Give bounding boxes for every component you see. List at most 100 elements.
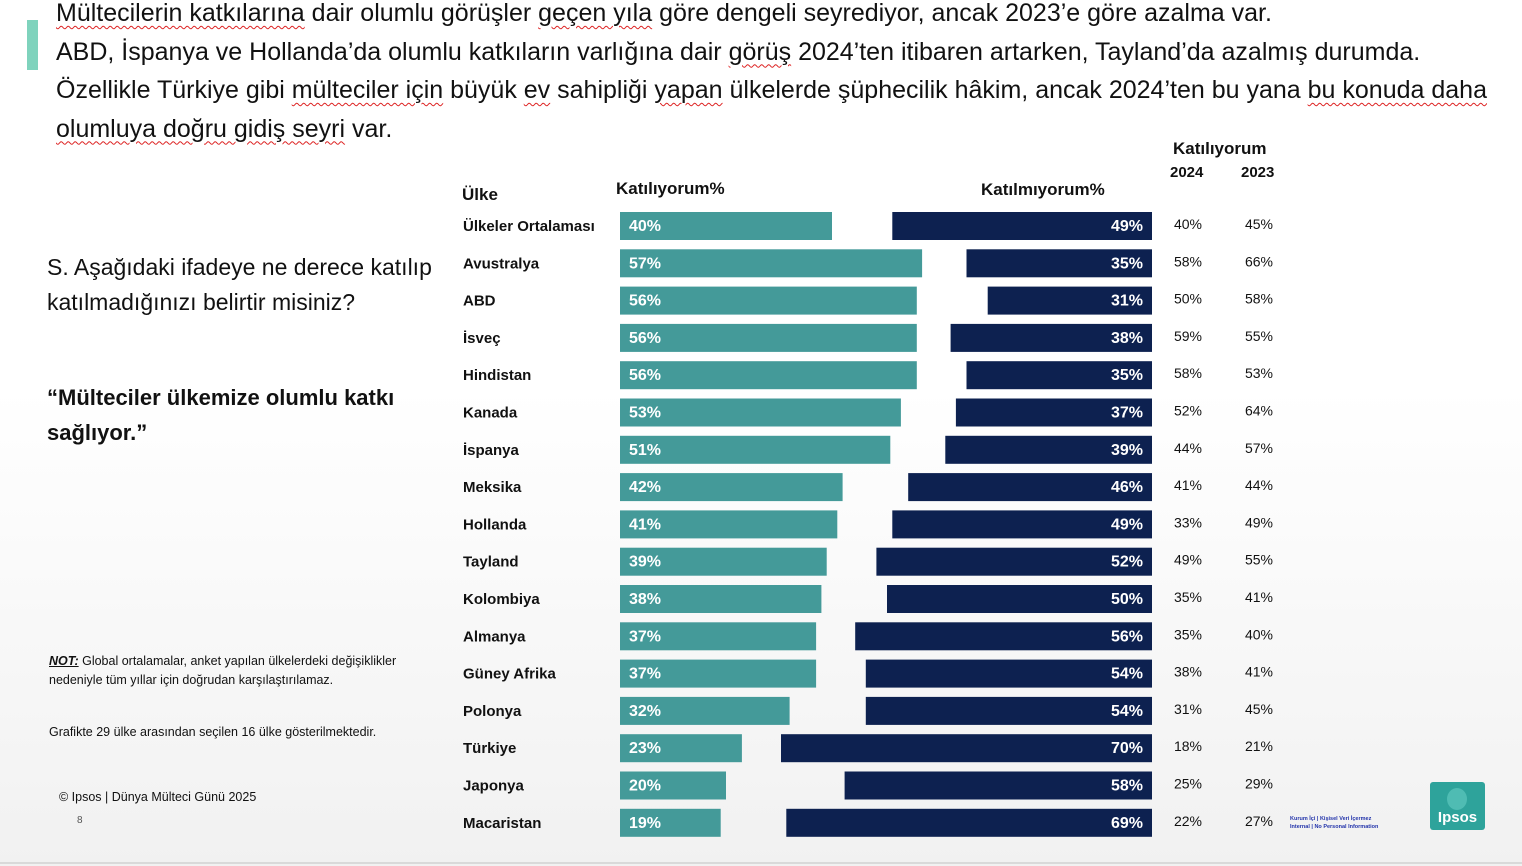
disagree-bar xyxy=(966,361,1152,390)
country-label: İsveç xyxy=(463,330,501,347)
disagree-value-label: 54% xyxy=(1111,666,1143,683)
agree-bar xyxy=(620,547,827,576)
agree-value-label: 51% xyxy=(629,442,661,459)
classification-line-2: Internal | No Personal Information xyxy=(1290,824,1379,830)
agree-2024-value: 58% xyxy=(1174,253,1202,269)
agree-value-label: 53% xyxy=(629,405,661,422)
disagree-value-label: 52% xyxy=(1111,554,1143,571)
footnote: Grafikte 29 ülke arasından seçilen 16 ül… xyxy=(49,725,377,739)
agree-bar xyxy=(620,510,838,539)
agree-2023-value: 57% xyxy=(1245,440,1273,456)
agree-value-label: 42% xyxy=(629,479,661,496)
disagree-bar xyxy=(955,398,1152,427)
agree-2024-value: 49% xyxy=(1174,552,1202,568)
disagree-bar xyxy=(781,734,1152,763)
disagree-bar xyxy=(950,323,1152,352)
agree-bar xyxy=(620,808,721,837)
country-label: Macaristan xyxy=(463,815,541,832)
note-label: NOT: xyxy=(49,654,79,668)
year-2023-header: 2023 xyxy=(1241,164,1275,181)
country-label: Hollanda xyxy=(463,516,527,533)
disagree-value-label: 70% xyxy=(1111,740,1143,757)
agree-2024-value: 44% xyxy=(1174,440,1202,456)
disagree-value-label: 46% xyxy=(1111,479,1143,496)
logo-head-icon xyxy=(1447,788,1467,810)
agree-2024-value: 35% xyxy=(1174,589,1202,605)
disagree-bar xyxy=(844,771,1152,800)
agree-2024-value: 40% xyxy=(1174,216,1202,232)
country-label: Almanya xyxy=(463,628,526,645)
disagree-value-label: 31% xyxy=(1111,293,1143,310)
agree-2024-value: 31% xyxy=(1174,701,1202,717)
agree-value-label: 56% xyxy=(629,330,661,347)
disagree-value-label: 50% xyxy=(1111,591,1143,608)
agree-value-label: 37% xyxy=(629,628,661,645)
country-label: Güney Afrika xyxy=(463,666,556,683)
disagree-bar xyxy=(908,473,1152,502)
agree-value-label: 56% xyxy=(629,367,661,384)
country-label: İspanya xyxy=(463,442,520,459)
agree-value-label: 39% xyxy=(629,554,661,571)
note: NOT: Global ortalamalar, anket yapılan ü… xyxy=(49,652,429,690)
copyright: © Ipsos | Dünya Mülteci Günü 2025 xyxy=(59,790,257,804)
disagree-value-label: 35% xyxy=(1111,367,1143,384)
headline-line-2: ABD, İspanya ve Hollanda’da olumlu katkı… xyxy=(56,33,1506,149)
agree-2024-value: 33% xyxy=(1174,514,1202,530)
disagree-value-label: 39% xyxy=(1111,442,1143,459)
agree-bar xyxy=(620,212,832,240)
country-label: Hindistan xyxy=(463,367,531,384)
headline-fragment: geçen yıla xyxy=(538,0,653,27)
headline-line-1: Mültecilerin katkılarına dair olumlu gör… xyxy=(56,0,1506,33)
note-text: Global ortalamalar, anket yapılan ülkele… xyxy=(49,654,397,687)
agree-2023-value: 53% xyxy=(1245,365,1273,381)
headline-fragment: bu konuda daha olumluya doğru gidiş seyr… xyxy=(56,76,1487,143)
agree-value-label: 40% xyxy=(629,218,661,235)
headline-fragment: ev xyxy=(523,76,551,104)
disagree-value-label: 37% xyxy=(1111,405,1143,422)
agree-2023-value: 55% xyxy=(1245,328,1273,344)
country-label: ABD xyxy=(463,293,496,310)
headline-fragment: görüş xyxy=(728,37,792,66)
agree-2023-value: 29% xyxy=(1245,776,1273,792)
agree-value-label: 19% xyxy=(629,815,661,832)
survey-statement: “Mülteciler ülkemize olumlu katkı sağlıy… xyxy=(47,385,395,445)
agree-value-label: 32% xyxy=(629,703,661,720)
agree-bar xyxy=(620,696,790,725)
disagree-bar xyxy=(892,510,1152,539)
disagree-value-label: 58% xyxy=(1111,778,1143,795)
agree-2024-value: 52% xyxy=(1174,403,1202,419)
disagree-bar xyxy=(865,696,1152,725)
disagree-bar xyxy=(892,212,1152,240)
headline-fragment: mülteciler için xyxy=(291,76,444,104)
agree-bar xyxy=(620,473,843,502)
agree-2023-value: 58% xyxy=(1245,291,1273,307)
page-number: 8 xyxy=(77,815,83,826)
disagree-bar xyxy=(887,585,1152,613)
agree-bar xyxy=(620,734,742,763)
headline-fragment: ülkelerde şüphecilik hâkim, ancak 2024’t… xyxy=(722,76,1308,104)
headline: Mültecilerin katkılarına dair olumlu gör… xyxy=(56,0,1506,148)
headline-fragment: ABD, İspanya ve Hollanda’da olumlu katkı… xyxy=(56,37,729,66)
disagree-bar xyxy=(966,249,1152,278)
disagree-bar xyxy=(786,808,1152,837)
agree-bar xyxy=(620,361,917,390)
agree-bar xyxy=(620,771,726,800)
disagree-value-label: 38% xyxy=(1111,330,1143,347)
agree-2024-value: 41% xyxy=(1174,477,1202,493)
logo-text: Ipsos xyxy=(1437,809,1478,826)
agree-bar xyxy=(620,323,917,352)
agree-value-label: 38% xyxy=(629,591,661,608)
agree-2024-value: 58% xyxy=(1174,365,1202,381)
agree-value-label: 20% xyxy=(629,778,661,795)
headline-fragment: 2024’ten itibaren artarken, Tayland’da a… xyxy=(56,37,1421,105)
agree-2024-value: 35% xyxy=(1174,626,1202,642)
disagree-value-label: 35% xyxy=(1111,255,1143,272)
agree-2024-value: 22% xyxy=(1174,813,1202,829)
country-label: Tayland xyxy=(463,554,519,571)
agree-2023-value: 66% xyxy=(1245,253,1273,269)
agree-2023-value: 49% xyxy=(1245,514,1273,530)
agree-bar xyxy=(620,398,901,427)
headline-fragment: göre dengeli seyrediyor, ancak 2023’e gö… xyxy=(652,0,1272,27)
agree-2024-value: 25% xyxy=(1174,776,1202,792)
agree-2023-value: 45% xyxy=(1245,701,1273,717)
